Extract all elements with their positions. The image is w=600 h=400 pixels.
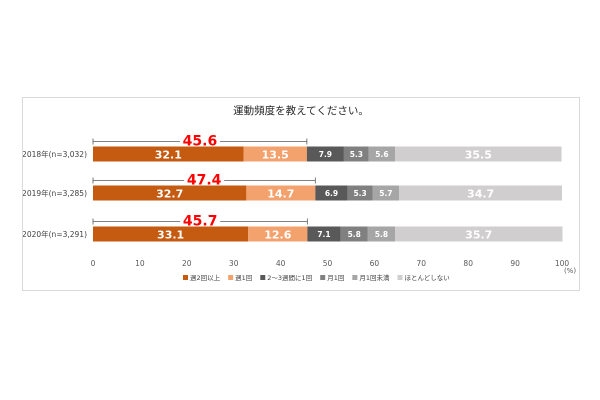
x-tick-label: 10 (135, 259, 145, 268)
bar-series-1 (246, 185, 316, 201)
total-label: 47.4 (187, 173, 222, 189)
bar-series-4 (367, 226, 396, 242)
bar-series-3 (340, 226, 368, 242)
legend-label: 週1回 (235, 273, 252, 282)
total-label-bg (184, 172, 225, 185)
data-label: 14.7 (267, 188, 294, 201)
x-tick-label: 40 (276, 259, 286, 268)
data-label: 32.1 (155, 149, 182, 162)
bar-series-3 (343, 146, 369, 162)
legend-swatch-series-0 (183, 275, 188, 280)
data-label: 13.5 (262, 149, 289, 162)
bar-series-0 (93, 146, 244, 162)
stacked-bar-chart: 運動頻度を教えてください。 2018年(n=3,032) 32.1 13.5 7.9 5.… (23, 104, 576, 282)
x-tick-label: 80 (463, 259, 473, 268)
chart-frame: 運動頻度を教えてください。 2018年(n=3,032) 32.1 13.5 7.9 5.… (22, 97, 580, 291)
bar-series-5 (399, 185, 562, 201)
x-tick-label: 0 (91, 259, 96, 268)
x-tick-label: 30 (229, 259, 239, 268)
bar-series-2 (306, 146, 344, 162)
legend-swatch-series-5 (397, 275, 403, 280)
data-label: 5.8 (348, 230, 361, 239)
total-label-bg (180, 213, 221, 226)
bar-series-0 (93, 226, 249, 242)
data-label: 12.6 (264, 229, 291, 242)
legend-label: 2～3週間に1回 (267, 273, 312, 282)
x-axis-unit: (%) (564, 267, 576, 275)
data-label: 33.1 (157, 229, 184, 242)
x-tick-label: 70 (417, 259, 427, 268)
legend-label: ほとんどしない (404, 274, 449, 282)
category-label: 2018年(n=3,032) (23, 149, 87, 159)
bar-series-4 (368, 146, 396, 162)
legend-label: 週2回以上 (190, 273, 221, 282)
category-label: 2019年(n=3,285) (23, 188, 87, 198)
data-label: 7.9 (319, 150, 332, 159)
data-label: 5.7 (379, 189, 392, 198)
data-label: 5.8 (375, 230, 388, 239)
data-label: 35.7 (465, 229, 492, 242)
chart-title: 運動頻度を教えてください。 (233, 104, 369, 117)
x-tick-label: 90 (510, 259, 520, 268)
legend-swatch-series-4 (352, 275, 358, 280)
bar-series-4 (372, 185, 400, 201)
data-label: 5.6 (375, 150, 388, 159)
data-label: 34.7 (467, 188, 494, 201)
bar-series-5 (395, 226, 563, 242)
legend-swatch-series-3 (320, 275, 326, 280)
legend-label: 月1回 (327, 274, 344, 282)
data-label: 6.9 (325, 189, 338, 198)
data-label: 32.7 (156, 188, 183, 201)
bar-series-3 (347, 185, 373, 201)
x-tick-label: 50 (323, 259, 333, 268)
bar-series-1 (243, 146, 307, 162)
data-label: 7.1 (317, 230, 330, 239)
total-label-bg (179, 133, 220, 146)
bar-series-0 (93, 185, 247, 201)
legend-label: 月1回未満 (359, 273, 390, 282)
bar-series-1 (248, 226, 308, 242)
total-label: 45.6 (183, 134, 218, 150)
bar-series-5 (395, 146, 562, 162)
x-tick-label: 60 (370, 259, 380, 268)
category-label: 2020年(n=3,291) (23, 229, 87, 239)
data-label: 5.3 (350, 150, 363, 159)
bar-series-2 (307, 226, 341, 242)
bar-series-2 (315, 185, 348, 201)
x-tick-label: 100 (555, 259, 570, 268)
data-label: 5.3 (353, 189, 366, 198)
legend-swatch-series-1 (228, 275, 234, 280)
legend-swatch-series-2 (260, 275, 266, 280)
data-label: 35.5 (465, 149, 492, 162)
x-tick-label: 20 (182, 259, 192, 268)
total-label: 45.7 (183, 214, 218, 230)
